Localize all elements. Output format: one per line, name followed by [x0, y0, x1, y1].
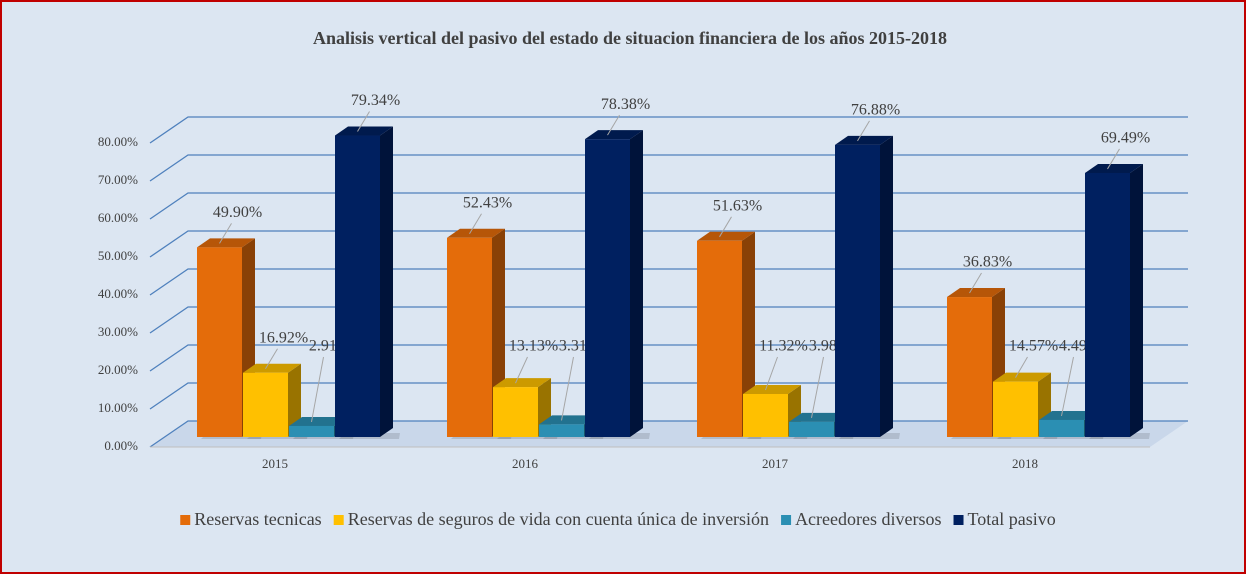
leader-line	[357, 111, 370, 132]
bar-top	[697, 231, 755, 241]
x-tick-label: 2015	[262, 456, 288, 471]
leader-line	[265, 348, 278, 369]
bar-side	[630, 130, 643, 437]
leader-line	[1015, 356, 1028, 378]
y-tick-label: 30.00%	[98, 324, 138, 339]
bar	[243, 372, 288, 437]
bar	[947, 297, 992, 437]
y-tick-label: 10.00%	[98, 400, 138, 415]
bar	[493, 387, 538, 437]
chart-title: Analisis vertical del pasivo del estado …	[313, 28, 947, 48]
bar-side	[380, 126, 393, 438]
legend-swatch	[180, 515, 191, 525]
bar-top	[447, 228, 505, 238]
bar	[585, 139, 630, 437]
y-tick-label: 40.00%	[98, 286, 138, 301]
leader-line	[311, 356, 324, 423]
y-tick-label: 80.00%	[98, 134, 138, 149]
legend-label: Reservas tecnicas	[194, 509, 321, 529]
bar-top	[835, 135, 893, 145]
y-tick-label: 0.00%	[104, 438, 138, 453]
leader-line	[219, 223, 232, 244]
value-label: 13.13%	[509, 338, 558, 355]
y-tick-label: 70.00%	[98, 172, 138, 187]
leader-line	[1107, 148, 1120, 170]
bar	[539, 424, 584, 437]
bar	[993, 381, 1038, 437]
x-tick-label: 2017	[762, 456, 789, 471]
x-tick-label: 2016	[512, 456, 539, 471]
value-label: 52.43%	[463, 194, 512, 211]
value-label: 69.49%	[1101, 130, 1150, 147]
bar	[697, 240, 742, 437]
leader-line	[719, 216, 732, 238]
legend-swatch	[781, 515, 792, 525]
legend-swatch	[953, 515, 964, 525]
legend-swatch	[333, 515, 344, 525]
grid-line	[149, 116, 1188, 144]
value-label: 49.90%	[213, 204, 262, 221]
bar-top	[743, 384, 801, 394]
value-label: 79.34%	[351, 92, 400, 109]
legend-label: Total pasivo	[968, 509, 1056, 529]
bar-top	[1039, 410, 1097, 420]
bar-top	[289, 416, 347, 426]
y-tick-label: 60.00%	[98, 210, 138, 225]
bar-side	[288, 363, 301, 437]
bar-top	[585, 130, 643, 140]
bar-top	[335, 126, 393, 136]
leader-line	[969, 272, 982, 294]
value-label: 16.92%	[259, 329, 308, 346]
bar	[1085, 172, 1130, 438]
bar-top	[1085, 163, 1143, 173]
bar	[835, 144, 880, 437]
leader-line	[857, 120, 870, 142]
y-tick-label: 50.00%	[98, 248, 138, 263]
leader-line	[469, 213, 482, 235]
bar-top	[197, 238, 255, 248]
legend-label: Reservas de seguros de vida con cuenta ú…	[348, 509, 769, 529]
bar-top	[947, 288, 1005, 298]
bar-top	[789, 412, 847, 422]
x-tick-label: 2018	[1012, 456, 1038, 471]
bar-top	[993, 372, 1051, 382]
bar	[335, 135, 380, 437]
bar	[789, 421, 834, 437]
leader-line	[765, 356, 778, 391]
bar	[743, 393, 788, 437]
value-label: 14.57%	[1009, 338, 1058, 355]
y-tick-label: 20.00%	[98, 362, 138, 377]
leader-line	[561, 356, 574, 421]
bar	[1039, 419, 1084, 437]
legend-label: Acreedores diversos	[795, 509, 941, 529]
bar	[289, 425, 334, 437]
bar-side	[742, 231, 755, 437]
bar	[197, 247, 242, 437]
value-label: 36.83%	[963, 254, 1012, 271]
leader-line	[515, 356, 528, 384]
bar-top	[539, 415, 597, 425]
value-label: 78.38%	[601, 96, 650, 113]
leader-line	[1061, 356, 1074, 417]
leader-line	[607, 114, 620, 136]
value-label: 76.88%	[851, 102, 900, 119]
bar	[447, 237, 492, 437]
bar-top	[493, 378, 551, 388]
value-label: 11.32%	[759, 338, 808, 355]
bar-side	[1130, 163, 1143, 438]
bar-top	[243, 363, 301, 373]
value-label: 51.63%	[713, 197, 762, 214]
leader-line	[811, 356, 824, 418]
floor	[150, 421, 1188, 447]
bar-side	[880, 135, 893, 437]
